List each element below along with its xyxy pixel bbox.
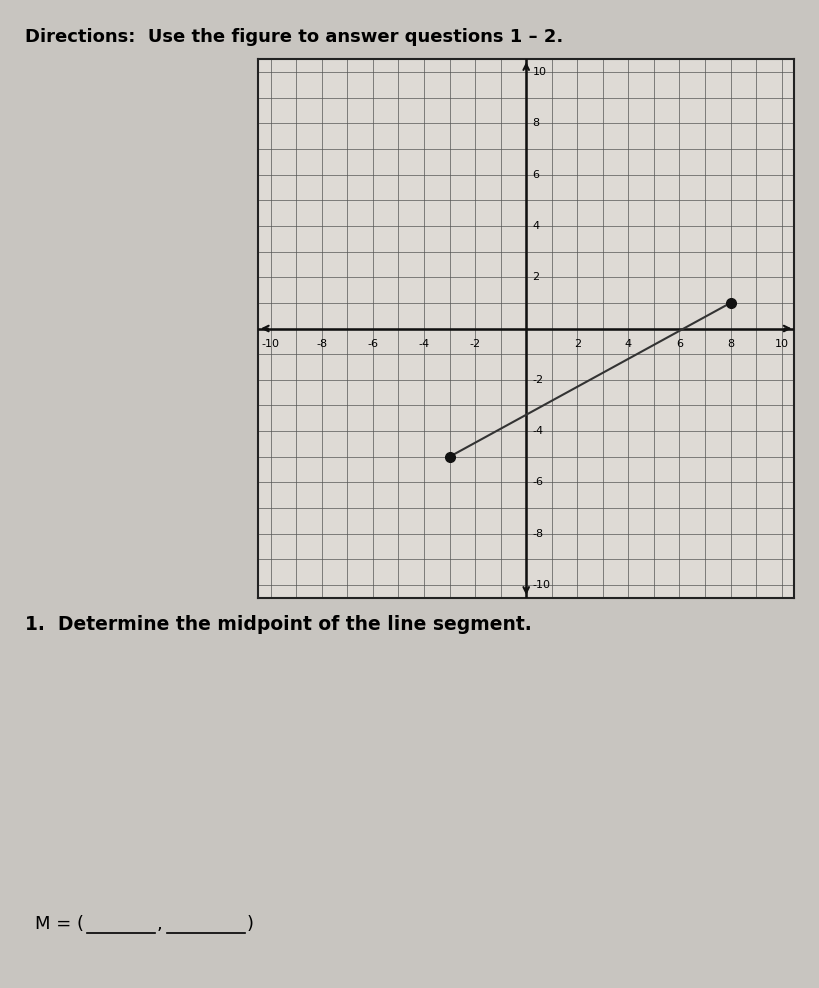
Text: ,: , — [157, 915, 163, 933]
Text: 10: 10 — [775, 339, 789, 349]
Text: 1.  Determine the midpoint of the line segment.: 1. Determine the midpoint of the line se… — [25, 615, 532, 633]
Text: 8: 8 — [727, 339, 734, 349]
Text: 6: 6 — [676, 339, 683, 349]
Text: -10: -10 — [262, 339, 280, 349]
Text: -2: -2 — [469, 339, 481, 349]
Text: Directions:  Use the figure to answer questions 1 – 2.: Directions: Use the figure to answer que… — [25, 28, 563, 45]
Text: 2: 2 — [574, 339, 581, 349]
Text: -8: -8 — [532, 529, 544, 538]
Text: 4: 4 — [625, 339, 632, 349]
Text: -4: -4 — [419, 339, 430, 349]
Text: 4: 4 — [532, 221, 540, 231]
Text: 8: 8 — [532, 119, 540, 128]
Text: 2: 2 — [532, 273, 540, 283]
Text: -6: -6 — [532, 477, 544, 487]
Text: -4: -4 — [532, 426, 544, 436]
Text: -10: -10 — [532, 580, 550, 590]
Text: 6: 6 — [532, 170, 540, 180]
Text: M = (: M = ( — [35, 915, 84, 933]
Text: -8: -8 — [316, 339, 328, 349]
Text: ): ) — [247, 915, 254, 933]
Text: -6: -6 — [368, 339, 378, 349]
Text: 10: 10 — [532, 67, 546, 77]
Text: -2: -2 — [532, 374, 544, 384]
